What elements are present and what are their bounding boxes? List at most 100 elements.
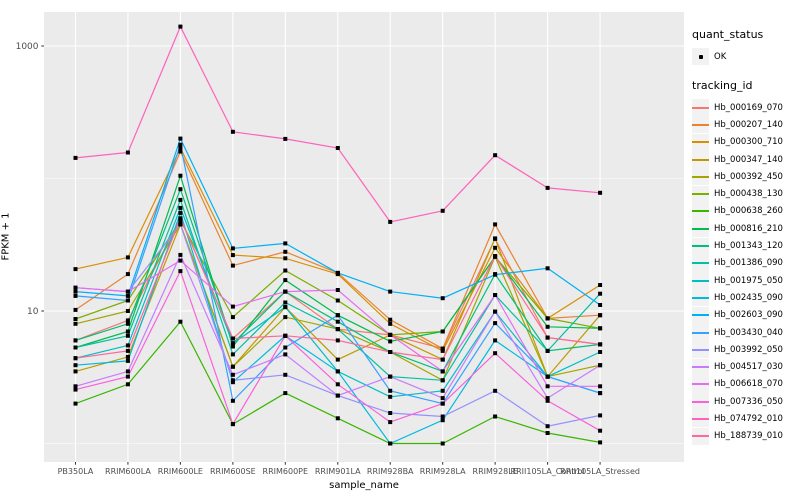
data-point [388, 317, 393, 322]
legend-key [692, 289, 709, 307]
data-point [440, 296, 445, 301]
data-point [283, 300, 288, 305]
data-point [598, 428, 603, 433]
legend-key [692, 254, 709, 272]
data-point [545, 396, 550, 401]
data-point [230, 263, 235, 268]
data-point [598, 363, 603, 368]
data-point [283, 289, 288, 294]
data-point [545, 398, 550, 403]
data-point [493, 272, 498, 277]
data-point [125, 343, 130, 348]
data-point [440, 329, 445, 334]
data-point [440, 357, 445, 362]
data-point [493, 254, 498, 258]
data-point [388, 339, 393, 344]
data-point [335, 357, 340, 362]
data-point [335, 288, 340, 292]
legend-line-swatch [692, 262, 709, 265]
data-point [493, 293, 498, 297]
legend-key [692, 358, 709, 376]
legend-item: Hb_188739_010 [692, 427, 798, 445]
x-tick-label: RRIM901LA [315, 467, 361, 476]
data-point [73, 384, 78, 389]
data-point [598, 342, 603, 347]
legend-item: Hb_001386_090 [692, 254, 798, 272]
x-tick-label: RRIM600PE [263, 467, 309, 476]
data-point [545, 374, 550, 379]
data-point [545, 185, 550, 190]
data-point [178, 24, 183, 29]
data-point [440, 418, 445, 423]
data-point [230, 378, 235, 383]
data-point [545, 431, 550, 435]
legend-item-label: Hb_004517_030 [714, 362, 783, 373]
data-point [598, 440, 603, 445]
x-tick-label: RRII105LA_Control [511, 467, 585, 476]
legend-line-swatch [692, 314, 709, 317]
legend-item-label: Hb_188739_010 [714, 431, 783, 442]
legend-item: Hb_007336_050 [692, 393, 798, 411]
x-axis-title: sample_name [329, 480, 399, 491]
data-point [335, 298, 340, 303]
data-point [73, 155, 78, 160]
data-point [125, 348, 130, 353]
x-tick-label: RRIM600LE [158, 467, 203, 476]
data-point [493, 222, 498, 227]
legend-line-swatch [692, 331, 709, 334]
legend-item-label: Hb_000638_260 [714, 206, 783, 217]
legend-line-swatch [692, 383, 709, 386]
data-point [125, 272, 130, 277]
data-point [73, 267, 78, 272]
data-point [388, 411, 393, 415]
legend-item: Hb_002435_090 [692, 289, 798, 307]
legend-key [692, 375, 709, 393]
legend-key [692, 185, 709, 203]
data-point [493, 388, 498, 393]
data-point [125, 369, 130, 374]
legend-line-swatch [692, 296, 709, 299]
data-point [178, 216, 183, 221]
data-point [335, 319, 340, 324]
data-point [125, 382, 130, 387]
data-point [493, 245, 498, 250]
legend-key [692, 341, 709, 359]
legend-key [692, 99, 709, 117]
data-point [125, 255, 130, 260]
data-point [125, 289, 130, 294]
legend-item-ok: OK [692, 48, 798, 65]
data-point [283, 241, 288, 246]
data-point [283, 136, 288, 141]
data-point [388, 420, 393, 425]
legend-line-swatch [692, 366, 709, 369]
data-point [125, 358, 130, 363]
legend-item-label: Hb_000169_070 [714, 102, 783, 113]
y-axis-title: FPKM + 1 [0, 212, 12, 261]
data-point [335, 338, 340, 343]
data-point [440, 208, 445, 213]
legend-item: Hb_003430_040 [692, 324, 798, 341]
data-point [178, 269, 183, 274]
legend-key [692, 48, 709, 65]
data-point [283, 391, 288, 396]
data-point [178, 136, 183, 141]
data-point [73, 289, 78, 294]
data-point [598, 291, 603, 296]
legend-section-tracking-id: tracking_id Hb_000169_070 Hb_000207_140 Hb… [692, 79, 798, 445]
legend-line-swatch [692, 158, 709, 161]
legend-key [692, 410, 709, 428]
data-point [73, 338, 78, 343]
data-point [388, 219, 393, 224]
legend-item: Hb_001343_120 [692, 237, 798, 255]
data-point [493, 351, 498, 356]
data-point [440, 414, 445, 419]
data-point [230, 352, 235, 357]
legend-item-label: Hb_001975_050 [714, 275, 783, 286]
legend-item-label: Hb_000347_140 [714, 154, 783, 165]
data-point [335, 313, 340, 318]
legend-item-label: Hb_002435_090 [714, 292, 783, 303]
legend-key [692, 306, 709, 324]
data-point [283, 333, 288, 338]
data-point [178, 146, 183, 150]
data-point [545, 335, 550, 340]
